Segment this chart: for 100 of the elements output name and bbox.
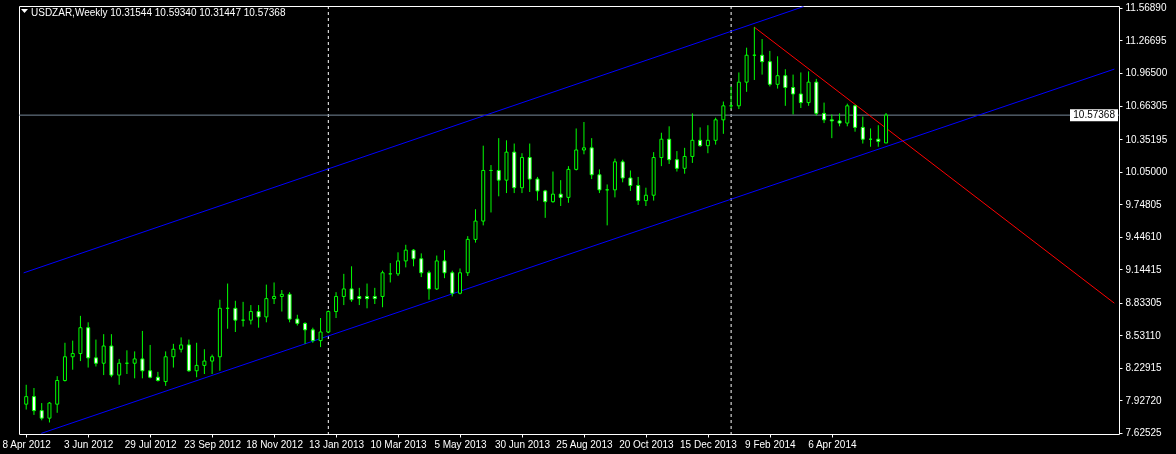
y-tick-label: 9.44610	[1125, 231, 1163, 243]
candlestick	[101, 333, 106, 376]
candlestick	[636, 176, 641, 206]
y-tick-label: 10.96500	[1125, 67, 1168, 79]
candlestick	[233, 300, 238, 333]
y-tick-label: 9.74805	[1125, 198, 1163, 210]
y-tick-label: 8.83305	[1125, 297, 1163, 309]
candlestick	[458, 267, 462, 295]
candlestick	[334, 291, 339, 319]
candlestick	[202, 348, 207, 375]
y-tick-label: 10.05000	[1125, 166, 1168, 178]
candlestick	[845, 103, 850, 127]
y-tick-label: 7.62525	[1125, 427, 1163, 439]
x-tick-label: 23 Sep 2012	[184, 438, 242, 450]
candlestick	[713, 117, 718, 146]
candlestick	[318, 317, 323, 348]
candlestick	[674, 150, 679, 173]
candlestick	[279, 289, 284, 313]
candlestick	[473, 208, 478, 244]
candlestick	[248, 304, 253, 325]
candlestick	[496, 137, 501, 197]
candlestick	[535, 176, 540, 202]
candlestick	[396, 251, 401, 277]
candlestick	[721, 101, 726, 135]
candlestick	[450, 270, 455, 297]
candlestick	[349, 265, 354, 303]
x-tick-label: 5 May 2013	[434, 438, 488, 450]
x-tick-label: 9 Feb 2014	[745, 438, 797, 450]
chart-title: USDZAR,Weekly 10.31544 10.59340 10.31447 10.57368	[31, 7, 286, 18]
candlestick	[403, 244, 408, 268]
x-tick-label: 10 Mar 2013	[370, 438, 428, 450]
candlestick	[47, 401, 52, 423]
candlestick	[155, 371, 160, 383]
candlestick	[264, 284, 269, 323]
candlestick	[682, 147, 687, 175]
y-tick-label: 9.14415	[1125, 263, 1163, 275]
candlestick	[574, 127, 579, 171]
candlestick	[171, 343, 176, 369]
y-tick-label: 8.22915	[1125, 362, 1163, 374]
y-tick-label: 8.53110	[1125, 329, 1162, 341]
candlestick	[876, 124, 881, 148]
candlestick	[736, 71, 741, 110]
candlestick	[388, 262, 393, 283]
candlestick	[140, 330, 145, 379]
candlestick	[62, 342, 67, 383]
candlestick	[628, 169, 633, 192]
candlestick	[620, 159, 625, 183]
candlestick	[581, 121, 586, 155]
x-tick-label: 13 Jan 2013	[309, 438, 365, 450]
candlestick	[132, 350, 137, 379]
candlestick	[427, 270, 432, 301]
x-tick-label: 15 Dec 2013	[680, 438, 738, 450]
candlestick	[210, 354, 215, 375]
y-tick-label: 11.26695	[1125, 34, 1167, 46]
candlestick	[643, 187, 648, 207]
candlestick	[783, 68, 788, 107]
candlestick	[341, 273, 346, 306]
candlestick	[442, 249, 447, 279]
ref-line-label: 10.57368	[1073, 109, 1116, 121]
candlestick	[117, 358, 122, 386]
candlestick	[543, 189, 548, 219]
candlestick	[179, 336, 184, 353]
y-tick-label: 11.56890	[1125, 2, 1167, 14]
candlestick	[690, 112, 695, 164]
candlestick	[798, 71, 803, 109]
candlestick	[93, 339, 98, 367]
candlestick	[303, 321, 308, 345]
candlestick	[853, 104, 858, 133]
candlestick	[148, 344, 153, 379]
candlestick	[698, 126, 703, 148]
x-tick-label: 25 Aug 2013	[556, 438, 613, 450]
candlestick	[558, 179, 563, 207]
candlestick	[806, 70, 811, 107]
candlestick	[380, 270, 385, 308]
candlestick	[597, 168, 602, 194]
candlestick	[760, 38, 765, 76]
candlestick	[705, 124, 710, 154]
candlestick	[256, 304, 261, 329]
candlestick	[822, 102, 827, 124]
x-tick-label: 6 Apr 2014	[808, 438, 857, 450]
candlestick	[55, 375, 60, 414]
candlestick	[860, 116, 865, 145]
x-tick-label: 18 Nov 2012	[246, 438, 304, 450]
candlestick	[659, 132, 664, 167]
candlestick	[791, 74, 796, 115]
candlestick	[419, 252, 424, 278]
candlestick	[194, 342, 199, 378]
candlestick	[667, 125, 672, 165]
x-tick-label: 8 Apr 2012	[2, 438, 52, 450]
candlestick	[527, 143, 532, 193]
x-tick-label: 3 Jun 2012	[63, 438, 114, 450]
x-tick-label: 30 Jun 2013	[494, 438, 551, 450]
y-tick-label: 7.92720	[1125, 394, 1163, 406]
candlestick	[31, 387, 36, 416]
x-tick-label: 29 Jul 2012	[124, 438, 177, 450]
candlestick	[550, 171, 555, 204]
y-tick-label: 10.66305	[1125, 100, 1168, 112]
candlestick	[767, 50, 772, 87]
candlestick	[775, 55, 780, 90]
candlestick	[70, 340, 75, 371]
